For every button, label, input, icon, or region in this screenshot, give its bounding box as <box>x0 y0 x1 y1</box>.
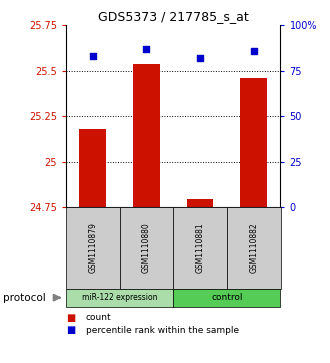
Bar <box>80 129 106 207</box>
Bar <box>240 78 267 207</box>
Point <box>197 55 203 61</box>
Text: ■: ■ <box>66 325 75 335</box>
Text: protocol: protocol <box>3 293 46 303</box>
Text: count: count <box>86 313 112 322</box>
Text: control: control <box>211 293 243 302</box>
Bar <box>187 199 214 207</box>
Title: GDS5373 / 217785_s_at: GDS5373 / 217785_s_at <box>98 10 248 23</box>
Text: ■: ■ <box>66 313 75 323</box>
Bar <box>133 64 160 207</box>
Point <box>90 53 95 59</box>
Text: percentile rank within the sample: percentile rank within the sample <box>86 326 239 335</box>
Point <box>144 46 149 52</box>
Text: GSM1110879: GSM1110879 <box>88 222 97 273</box>
Point <box>251 48 256 54</box>
Text: GSM1110880: GSM1110880 <box>142 223 151 273</box>
Text: GSM1110881: GSM1110881 <box>196 223 205 273</box>
Text: miR-122 expression: miR-122 expression <box>82 293 157 302</box>
Text: GSM1110882: GSM1110882 <box>249 223 258 273</box>
